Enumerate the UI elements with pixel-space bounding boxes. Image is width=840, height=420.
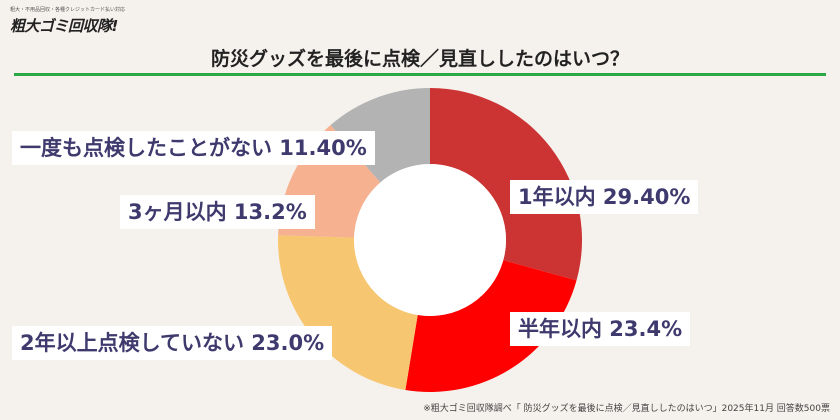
slice-over-2-years [278,235,418,390]
slice-1-year [430,88,583,281]
slice-never [330,88,430,183]
chart-title: 防災グッズを最後に点検／見直ししたのはいつ？ [210,48,629,70]
footnote: ※粗大ゴミ回収隊調べ「 防災グッズを最後に点検／見直ししたのはいつ」2025年1… [423,404,830,414]
label-half-year: 半年以内 23.4% [510,312,691,346]
logo-text: 粗大ゴミ回収隊! [10,17,118,35]
label-over-2-years: 2年以上点検していない 23.0% [12,326,333,360]
slice-half-year [405,260,577,392]
label-3-months: 3ヶ月以内 13.2% [120,195,315,229]
logo: 粗大・不用品回収・各種クレジットカード払い対応 粗大ゴミ回収隊! [10,6,160,36]
label-never: 一度も点検したことがない 11.40% [12,131,375,165]
donut-hole [354,164,506,316]
logo-tagline: 粗大・不用品回収・各種クレジットカード払い対応 [10,7,126,13]
title-divider [14,73,826,76]
label-1-year: 1年以内 29.40% [510,180,699,214]
